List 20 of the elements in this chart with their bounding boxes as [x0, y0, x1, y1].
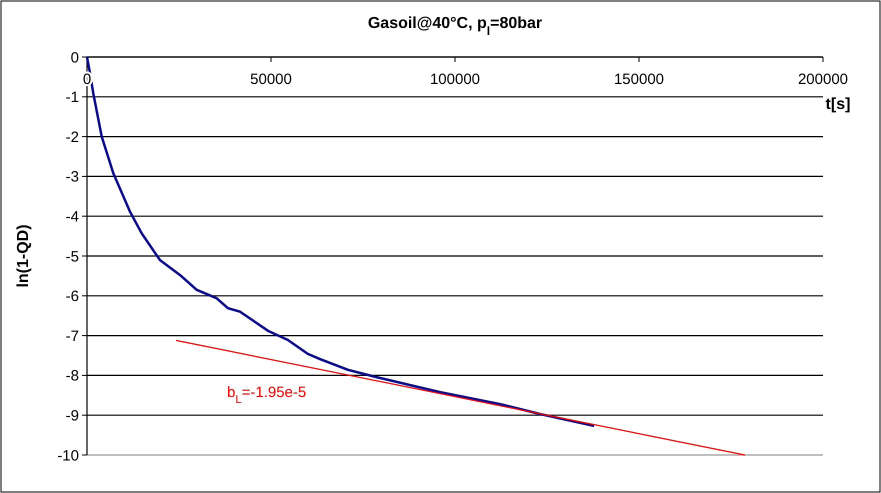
line-series: [86, 56, 596, 428]
x-axis-title: t[s]: [826, 96, 850, 113]
y-tick-label: -2: [66, 128, 79, 146]
y-tick-label: -3: [66, 168, 79, 186]
y-tick-label: -10: [57, 447, 79, 464]
y-tick-label: -1: [66, 89, 79, 106]
x-tick-label: 150000: [614, 71, 664, 88]
y-tick-label: -4: [66, 208, 79, 226]
y-tick-label: -9: [66, 407, 79, 424]
x-tick-label: 50000: [250, 71, 292, 88]
chart-title: Gasoil@40°C, p$_{l}$=80bar: [368, 15, 542, 38]
x-tick-label: 200000: [798, 71, 848, 88]
y-tick-label: -6: [66, 288, 79, 306]
y-tick-label: 0: [70, 49, 79, 66]
y-tick-label: -7: [66, 328, 79, 345]
y-tick-label: -8: [66, 368, 79, 385]
y-tick-label: -5: [66, 248, 79, 266]
annotation: b$_{L}$=-1.95e-5: [227, 384, 306, 406]
x-tick-label: 100000: [430, 71, 480, 88]
y-axis-title: ln(1-QD): [15, 224, 32, 288]
